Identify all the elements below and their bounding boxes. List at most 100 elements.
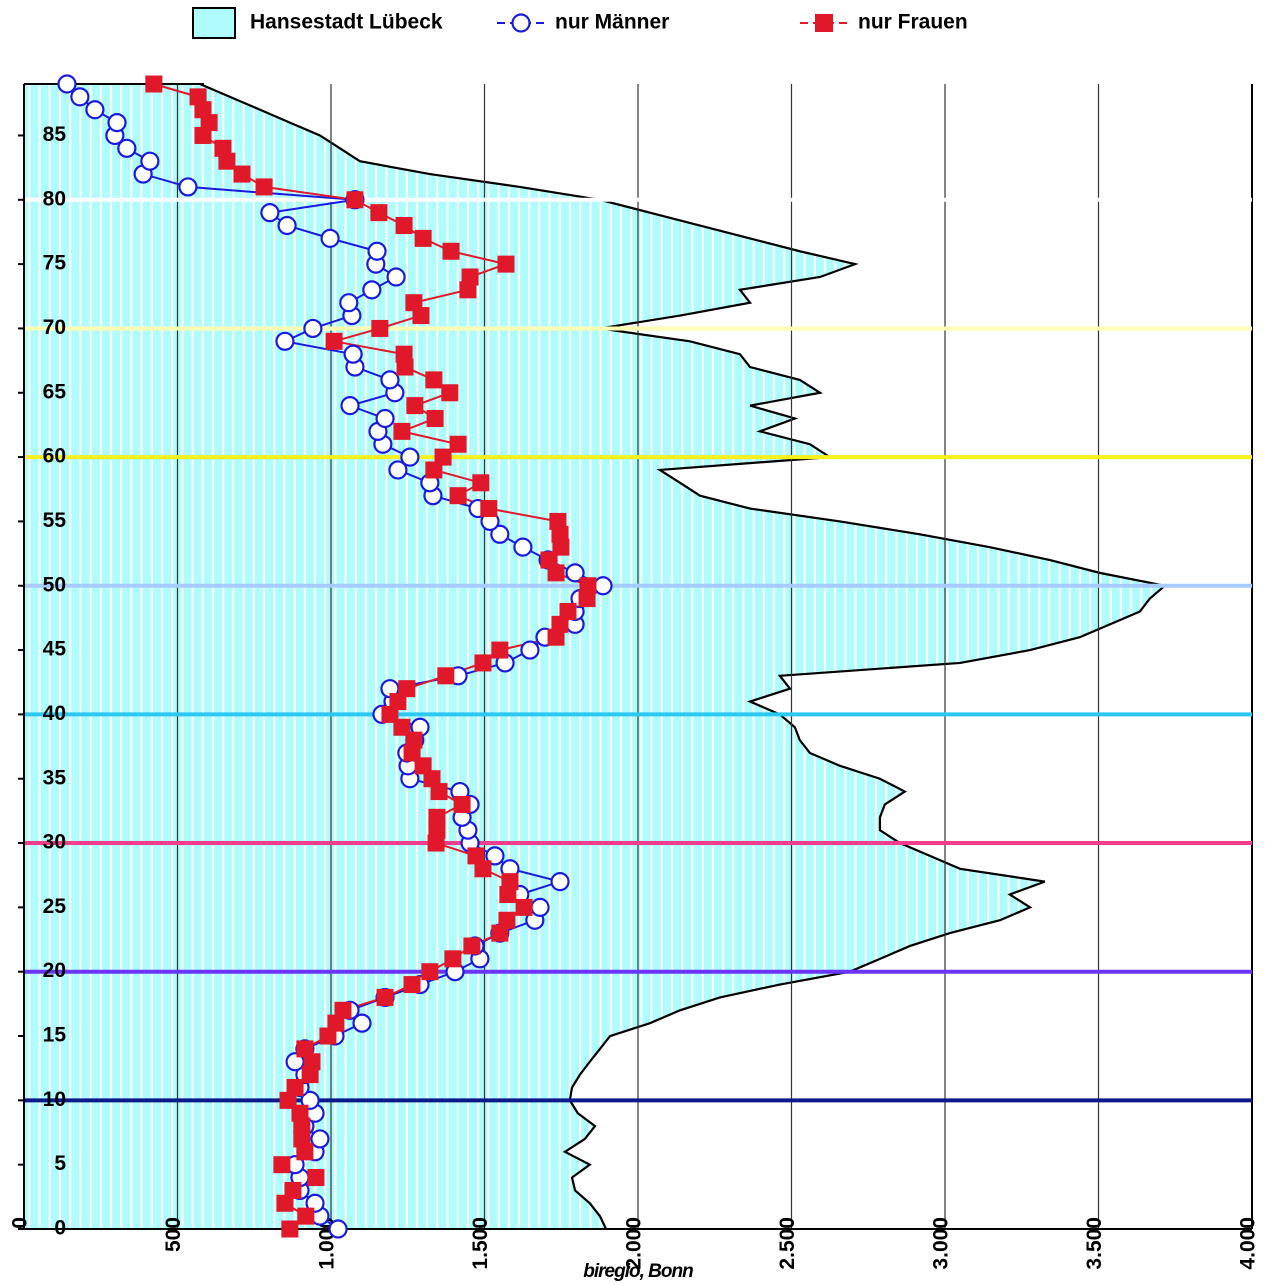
- point: [362, 280, 382, 300]
- point: [400, 447, 420, 467]
- point: [467, 847, 485, 865]
- point: [305, 1193, 325, 1213]
- legend-marker: [511, 13, 531, 33]
- point: [474, 860, 492, 878]
- y-tick-label: 0: [54, 1217, 66, 1240]
- point: [499, 886, 517, 904]
- y-tick-label: 60: [43, 445, 66, 468]
- point: [490, 524, 510, 544]
- point: [449, 487, 467, 505]
- y-tick-label: 35: [43, 766, 67, 789]
- point: [549, 512, 567, 530]
- y-tick-label: 45: [43, 638, 67, 661]
- y-tick-label: 85: [43, 123, 67, 146]
- point: [395, 217, 413, 235]
- point: [497, 255, 515, 273]
- y-tick-label: 15: [43, 1024, 67, 1047]
- point: [296, 1143, 314, 1161]
- point: [346, 191, 364, 209]
- point: [117, 138, 137, 158]
- legend-swatch: [192, 7, 236, 39]
- point: [441, 384, 459, 402]
- point: [425, 371, 443, 389]
- point: [551, 615, 569, 633]
- point: [550, 872, 570, 892]
- point: [579, 577, 597, 595]
- legend-label: Hansestadt Lübeck: [250, 11, 443, 34]
- point: [491, 641, 509, 659]
- x-tick-label: 3.500: [1083, 1217, 1106, 1270]
- x-tick-label: 3.000: [930, 1217, 953, 1270]
- point: [437, 667, 455, 685]
- point: [421, 963, 439, 981]
- point: [300, 1090, 320, 1110]
- point: [370, 204, 388, 222]
- point: [427, 834, 445, 852]
- point: [513, 537, 533, 557]
- point: [214, 139, 232, 157]
- legend-label: nur Männer: [555, 11, 669, 34]
- point: [515, 898, 533, 916]
- point: [200, 114, 218, 132]
- y-tick-label: 10: [43, 1088, 66, 1111]
- y-tick-label: 50: [43, 573, 66, 596]
- y-tick-label: 30: [43, 831, 66, 854]
- point: [395, 345, 413, 363]
- x-tick-label: 1.500: [469, 1217, 492, 1270]
- point: [375, 408, 395, 429]
- point: [145, 75, 163, 93]
- point: [474, 654, 492, 672]
- point: [472, 474, 490, 492]
- point: [442, 242, 460, 260]
- point: [279, 1091, 297, 1109]
- point: [297, 1207, 315, 1225]
- point: [291, 1104, 309, 1122]
- point: [552, 538, 570, 556]
- point: [520, 640, 540, 660]
- point: [260, 203, 280, 223]
- point: [140, 151, 160, 171]
- point: [386, 267, 406, 287]
- point: [371, 319, 389, 337]
- point: [340, 396, 360, 416]
- point: [498, 911, 516, 929]
- point: [307, 1169, 325, 1187]
- x-tick-label: 500: [162, 1217, 185, 1252]
- point: [194, 126, 212, 144]
- point: [480, 500, 498, 518]
- point: [398, 680, 416, 698]
- y-tick-label: 55: [43, 509, 67, 532]
- point: [444, 950, 462, 968]
- point: [328, 1219, 348, 1239]
- point: [255, 178, 273, 196]
- point: [428, 821, 446, 839]
- point: [334, 1001, 352, 1019]
- point: [319, 1027, 337, 1045]
- legend-marker: [815, 14, 833, 32]
- point: [449, 435, 467, 453]
- point: [425, 461, 443, 479]
- point: [325, 332, 343, 350]
- y-tick-label: 80: [43, 187, 66, 210]
- point: [414, 757, 432, 775]
- point: [428, 808, 446, 826]
- point: [178, 177, 198, 197]
- point: [376, 988, 394, 1006]
- point: [559, 602, 577, 620]
- point: [403, 744, 421, 762]
- point: [389, 693, 407, 711]
- y-tick-label: 20: [43, 959, 66, 982]
- point: [388, 460, 408, 480]
- point: [578, 590, 596, 608]
- point: [426, 409, 444, 427]
- point: [296, 1040, 314, 1058]
- x-tick-label: 2.500: [776, 1217, 799, 1270]
- point: [406, 397, 424, 415]
- y-tick-label: 75: [43, 252, 67, 275]
- point: [405, 294, 423, 312]
- point: [276, 1194, 294, 1212]
- point: [501, 873, 519, 891]
- point: [339, 293, 359, 313]
- legend-label: nur Frauen: [858, 11, 968, 34]
